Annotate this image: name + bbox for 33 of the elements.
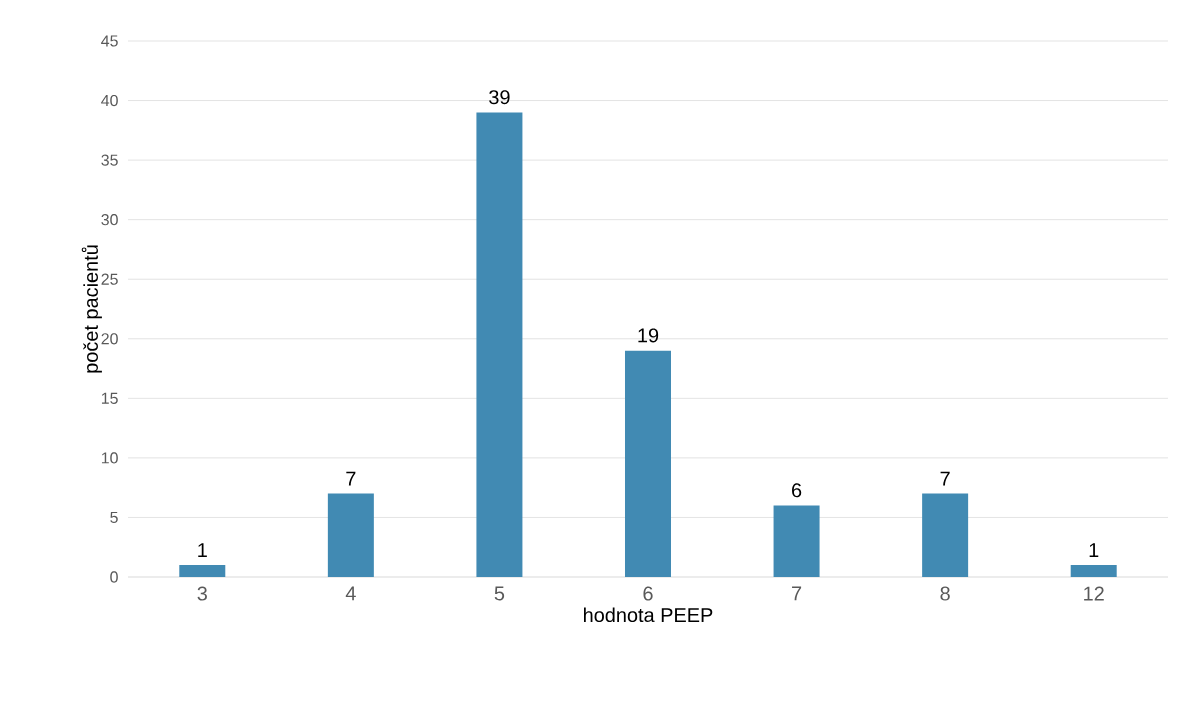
data-label: 1 bbox=[198, 543, 207, 557]
y-tick-label: 15 bbox=[101, 392, 118, 404]
x-tick-label: 8 bbox=[940, 586, 950, 601]
bar bbox=[624, 350, 671, 577]
y-tick-label: 10 bbox=[101, 452, 118, 464]
y-tick-label: 45 bbox=[101, 35, 118, 47]
bar bbox=[922, 493, 969, 577]
bar bbox=[327, 493, 374, 577]
y-tick-label: 5 bbox=[110, 511, 118, 524]
x-axis-title: hodnota PEEP bbox=[584, 607, 713, 623]
y-tick-label: 0 bbox=[110, 571, 118, 583]
y-tick-label: 30 bbox=[101, 214, 118, 226]
y-tick-label: 25 bbox=[101, 273, 118, 285]
y-tick-label: 35 bbox=[101, 154, 118, 166]
x-tick-label: 5 bbox=[494, 586, 505, 601]
bar bbox=[476, 112, 523, 577]
data-label: 6 bbox=[792, 483, 802, 498]
y-tick-label: 20 bbox=[101, 333, 118, 345]
data-label: 19 bbox=[638, 328, 659, 343]
x-tick-label: 6 bbox=[643, 586, 653, 601]
data-label: 1 bbox=[1089, 543, 1099, 557]
bar bbox=[179, 565, 226, 577]
x-tick-label: 3 bbox=[197, 586, 207, 601]
x-tick-label: 4 bbox=[345, 586, 356, 601]
data-label: 7 bbox=[940, 471, 950, 486]
x-tick-label: 7 bbox=[792, 586, 802, 601]
bar bbox=[1070, 565, 1117, 577]
data-label: 7 bbox=[346, 471, 356, 486]
y-tick-label: 40 bbox=[101, 94, 118, 107]
x-tick-label: 12 bbox=[1084, 586, 1104, 601]
y-axis-title: počet pacientů bbox=[81, 245, 102, 373]
bar bbox=[773, 505, 820, 577]
data-label: 39 bbox=[489, 90, 510, 105]
